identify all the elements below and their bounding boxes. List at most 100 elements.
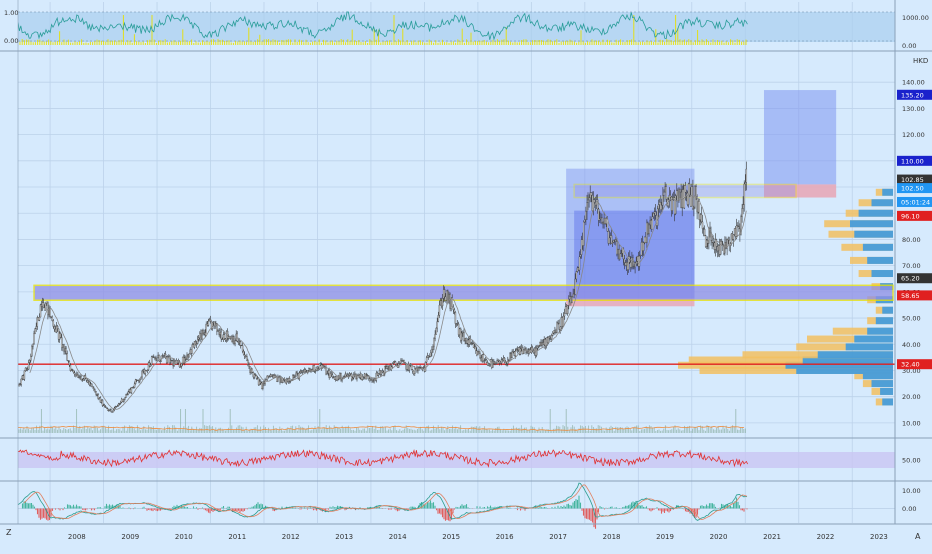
x-axis-year-label: 2014 xyxy=(389,533,407,541)
price-label-text: 58.65 xyxy=(901,292,920,300)
price-tick-label: 30.00 xyxy=(902,367,921,375)
macd-panel[interactable] xyxy=(17,482,895,529)
volume-profile-bar xyxy=(845,343,893,351)
price-label-tag xyxy=(897,196,932,207)
volume-profile-bar xyxy=(882,306,893,314)
long-position-stop-box[interactable] xyxy=(566,298,695,307)
rsi-panel[interactable] xyxy=(17,448,895,468)
macd-tick-label: 10.00 xyxy=(902,487,921,495)
macd-tick-label: 0.00 xyxy=(902,505,916,513)
x-axis-year-label: 2023 xyxy=(870,533,888,541)
corner-right-label[interactable]: A xyxy=(915,532,921,541)
oscillator-right-tick: 1000.00 xyxy=(902,14,929,22)
volume-profile-bar xyxy=(802,356,893,364)
volume-profile-bar xyxy=(807,335,893,343)
volume-profile-bar xyxy=(832,327,893,335)
x-axis-year-label: 2021 xyxy=(763,533,781,541)
volume-profile-bar xyxy=(871,270,893,278)
price-label-text: 32.40 xyxy=(901,361,920,369)
price-tick-label: 20.00 xyxy=(902,393,921,401)
price-tick-label: 10.00 xyxy=(902,419,921,427)
x-axis-year-label: 2012 xyxy=(282,533,300,541)
axes: 1.00 0.00 1000.00 0.00 140.00 130.00 120.00 110… xyxy=(0,0,932,541)
price-label-tag xyxy=(897,174,932,185)
price-tick-label: 130.00 xyxy=(902,105,925,113)
target-profit-box[interactable] xyxy=(763,90,837,185)
price-tick-label: 80.00 xyxy=(902,236,921,244)
rsi-band xyxy=(18,452,895,468)
price-plot-area xyxy=(18,90,895,433)
price-label-text: 65.20 xyxy=(901,275,920,283)
oscillator-volume-bars xyxy=(19,15,747,45)
price-label-tag xyxy=(897,155,932,166)
currency-label: HKD xyxy=(913,57,928,65)
volume-profile-bar xyxy=(688,356,893,364)
price-tick-label: 50.00 xyxy=(902,315,921,323)
rsi-tick-label: 50.00 xyxy=(902,457,921,465)
long-position-profit-box[interactable] xyxy=(566,168,695,299)
price-panel[interactable] xyxy=(18,90,895,433)
volume-profile-bar xyxy=(882,188,893,196)
price-label-text: 05:01:24 xyxy=(901,198,930,206)
x-axis-year-label: 2013 xyxy=(335,533,353,541)
volume-profile-bar xyxy=(850,220,893,228)
volume-profile-bar xyxy=(862,372,893,380)
x-axis-year-label: 2022 xyxy=(817,533,835,541)
price-label-text: 110.00 xyxy=(901,157,924,165)
price-label-text: 135.20 xyxy=(901,91,924,99)
price-tick-label: 70.00 xyxy=(902,262,921,270)
x-axis-year-label: 2011 xyxy=(228,533,246,541)
candle-bodies xyxy=(18,168,747,413)
price-label-tag xyxy=(897,273,932,284)
x-axis-year-label: 2016 xyxy=(496,533,514,541)
x-axis-year-label: 2008 xyxy=(68,533,86,541)
resistance-zone[interactable] xyxy=(33,284,894,301)
x-axis-year-label: 2015 xyxy=(442,533,460,541)
x-axis-year-label: 2019 xyxy=(656,533,674,541)
x-axis-year-label: 2010 xyxy=(175,533,193,541)
x-axis-year-label: 2009 xyxy=(121,533,139,541)
volume-profile-bar xyxy=(858,209,893,217)
volume-profile-bar xyxy=(871,199,893,207)
target-stop-box[interactable] xyxy=(763,184,837,198)
volume-profile-bar xyxy=(867,327,893,335)
oscillator-panel[interactable] xyxy=(18,11,895,45)
volume-profile-bar xyxy=(862,243,893,251)
oscillator-right-tick: 0.00 xyxy=(902,42,916,50)
volume-profile-bar xyxy=(785,361,893,369)
volume-profile-bar xyxy=(867,256,893,264)
price-label-tag xyxy=(897,210,932,221)
x-axis-year-label: 2020 xyxy=(710,533,728,541)
price-label-tag xyxy=(897,89,932,100)
price-tick-label: 120.00 xyxy=(902,131,925,139)
long-position-inner-box[interactable] xyxy=(574,210,695,299)
x-axis-year-label: 2018 xyxy=(603,533,621,541)
volume-profile-bar xyxy=(796,343,893,351)
price-label-text: 102.85 xyxy=(901,176,924,184)
x-axis-year-label: 2017 xyxy=(549,533,567,541)
price-tick-label: 140.00 xyxy=(902,79,925,87)
volume-profile-bar xyxy=(882,398,893,406)
volume-profile-bar xyxy=(796,366,893,374)
oscillator-line xyxy=(18,11,748,41)
volume-profile-bar xyxy=(875,317,893,325)
price-tick-label: 40.00 xyxy=(902,341,921,349)
volume-average-line xyxy=(18,425,744,431)
volume-profile-bar xyxy=(817,351,893,359)
oscillator-left-tick: 0.00 xyxy=(4,37,18,45)
price-label-tag xyxy=(897,290,932,301)
price-label-text: 102.50 xyxy=(901,185,924,193)
rsi-line xyxy=(17,448,748,468)
volume-profile-bar xyxy=(880,387,893,395)
moving-average-line xyxy=(29,194,747,410)
oscillator-left-tick: 1.00 xyxy=(4,9,18,17)
volume-profile-bar xyxy=(854,335,893,343)
volume-profile-bar xyxy=(871,380,893,388)
grid xyxy=(18,2,895,523)
price-label-tag xyxy=(897,359,932,370)
volume-profile-bar xyxy=(854,230,893,238)
corner-left-label[interactable]: Z xyxy=(6,528,12,537)
price-label-text: 96.10 xyxy=(901,212,920,220)
